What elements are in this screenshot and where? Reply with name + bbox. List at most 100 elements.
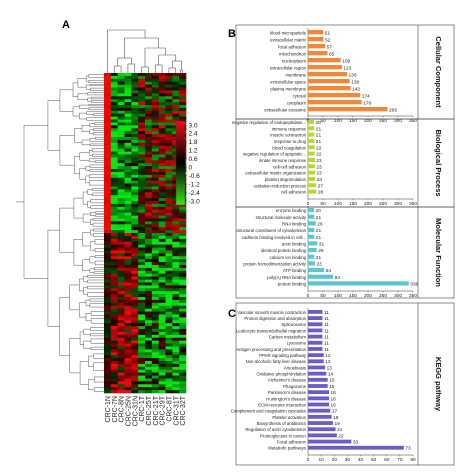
heatmap-cell [145,221,153,225]
bar [308,310,323,314]
heatmap-cell [110,201,118,205]
heatmap-cell [138,265,146,269]
heatmap-cell [151,78,159,83]
value-label: 265 [389,107,397,113]
heatmap-cell [124,78,132,83]
heatmap-cell [124,314,132,318]
heatmap-cell [124,107,132,112]
heatmap-cell [131,84,139,88]
heatmap-cell [145,265,153,269]
heatmap-cell [110,102,118,106]
category-label: Non-alcoholic fatty liver disease [246,359,307,364]
heatmap-cell [145,81,153,85]
heatmap-cell [131,390,139,394]
heatmap-cell [145,369,153,373]
bar [308,37,324,42]
heatmap-cell [110,160,118,164]
heatmap-cell [158,244,166,248]
category-label: protein binding [278,281,307,286]
heatmap-cell [110,337,118,341]
heatmap-cell [165,358,173,362]
heatmap-cell [138,218,146,222]
heatmap-cell [172,250,180,254]
heatmap-cell [104,154,112,158]
heatmap-cell [151,311,159,315]
category-label: calcium ion binding [269,255,306,260]
bar [308,189,317,194]
heatmap-cell [124,148,132,152]
heatmap-cell [165,201,173,205]
heatmap-cell [151,73,159,77]
heatmap-cell [145,206,153,211]
heatmap-cell [110,186,118,190]
heatmap-cell [131,311,139,315]
heatmap-cell [117,128,125,132]
heatmap-cell [124,151,132,155]
heatmap-cell [110,372,118,376]
heatmap-cell [172,317,180,321]
heatmap-cell [124,363,132,368]
heatmap-cell [104,390,112,394]
heatmap-cell [145,302,153,307]
heatmap-cell [158,297,166,301]
bar [308,248,317,253]
heatmap-cell [124,221,132,225]
value-label: 142 [352,86,360,92]
category-label: oxidation-reduction process [253,183,306,188]
value-label: 24 [317,177,323,183]
heatmap-cell [145,262,153,266]
heatmap-cell [104,291,112,295]
heatmap-cell [158,209,166,213]
heatmap-cell [110,157,118,161]
heatmap-cell [110,279,118,283]
bar [308,439,352,444]
heatmap-cell [138,87,146,91]
heatmap-cell [165,337,173,341]
heatmap-cell [131,215,139,219]
category-label: Regulation of actin cytoskeleton [245,427,306,432]
sample-label: CRC-1T [139,395,146,421]
heatmap-cell [158,81,166,85]
heatmap-cell [165,323,173,327]
heatmap-cell [104,75,112,80]
heatmap-cell [158,110,166,115]
heatmap-cell [145,294,153,298]
heatmap-cell [138,337,146,341]
heatmap-cell [145,378,153,382]
heatmap-cell [179,384,187,388]
heatmap-cell [117,233,125,237]
heatmap-cell [110,262,118,266]
heatmap-cell [131,343,139,347]
heatmap-cell [117,331,125,336]
heatmap-cell [158,125,166,129]
heatmap-cell [117,122,125,126]
heatmap-cell [104,361,112,365]
heatmap-cell [131,201,139,205]
heatmap-cell [151,340,159,344]
category-label: extracellular exosome [264,107,306,112]
heatmap-cell [172,81,180,85]
heatmap-cell [158,73,166,77]
scale-label: -1.2 [189,181,201,188]
heatmap-cell [158,174,166,179]
heatmap-cell [110,233,118,237]
heatmap-cell [158,87,166,91]
heatmap-cell [151,99,159,103]
heatmap-cell [131,125,139,129]
heatmap-cell [172,355,180,359]
heatmap-cell [124,157,132,161]
heatmap-cell [151,343,159,347]
heatmap-cell [117,73,125,77]
heatmap-cell [110,142,118,147]
heatmap-cell [110,299,118,304]
heatmap-cell [165,142,173,147]
heatmap-cell [131,81,139,85]
heatmap-cell [172,233,180,237]
bar [308,65,342,70]
heatmap-cell [179,378,187,382]
heatmap-cell [104,105,112,109]
heatmap-cell [179,247,187,251]
heatmap-cell [104,343,112,347]
heatmap-cell [131,110,139,115]
